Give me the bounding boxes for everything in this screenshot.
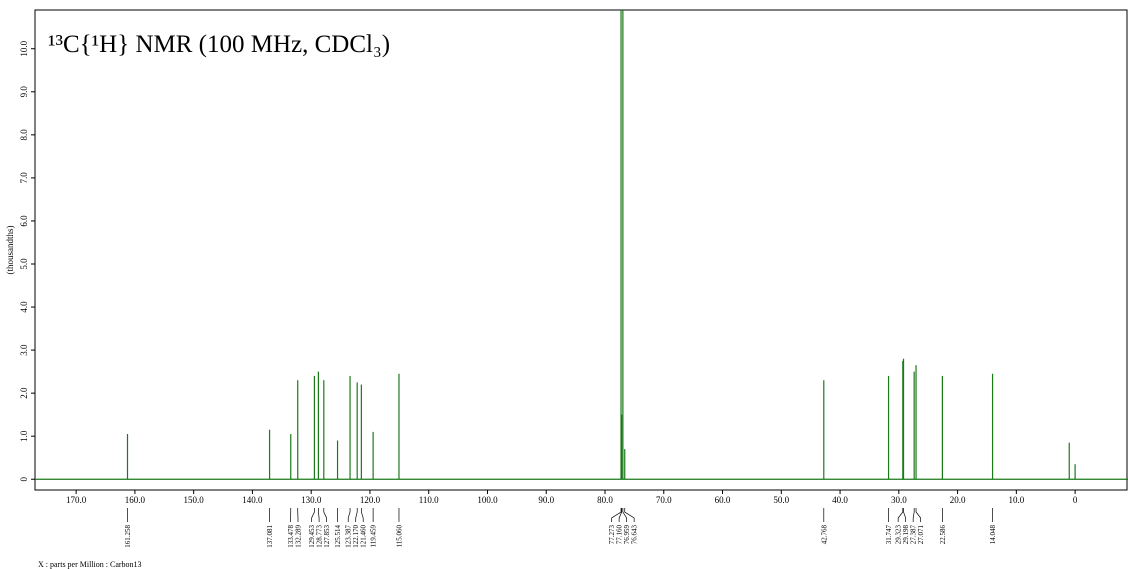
x-tick-label: 140.0 <box>242 495 263 505</box>
x-tick-label: 110.0 <box>419 495 439 505</box>
peak-leader <box>912 508 915 522</box>
x-tick-label: 70.0 <box>656 495 672 505</box>
x-tick-label: 90.0 <box>538 495 554 505</box>
peak-label: 31.747 <box>885 525 893 545</box>
peak-leader <box>622 508 627 522</box>
peak-label: 128.773 <box>316 525 324 548</box>
y-tick-label: 5.0 <box>19 258 29 270</box>
x-tick-label: 120.0 <box>360 495 381 505</box>
y-tick-label: 6.0 <box>19 215 29 227</box>
peak-label: 132.289 <box>294 525 302 548</box>
y-tick-label: 7.0 <box>19 172 29 184</box>
peak-leader <box>897 508 904 522</box>
peak-leader <box>624 508 635 522</box>
x-tick-label: 50.0 <box>773 495 789 505</box>
peak-label: 125.514 <box>334 525 342 548</box>
peak-label: 29.198 <box>902 525 910 545</box>
y-tick-label: 10.0 <box>19 40 29 56</box>
peak-label: 121.460 <box>360 525 368 548</box>
x-tick-label: 130.0 <box>301 495 322 505</box>
peak-label: 122.170 <box>352 525 360 548</box>
y-tick-label: 9.0 <box>19 86 29 98</box>
peak-label: 22.586 <box>939 525 947 545</box>
peak-leader <box>318 508 320 522</box>
peak-label: 127.853 <box>323 525 331 548</box>
peak-leader <box>915 508 922 522</box>
x-tick-label: 80.0 <box>597 495 613 505</box>
y-tick-label: 8.0 <box>19 129 29 141</box>
x-tick-label: 150.0 <box>184 495 205 505</box>
x-tick-label: 10.0 <box>1008 495 1024 505</box>
peak-leader <box>311 508 315 522</box>
y-axis-label: (thousandths) <box>5 226 15 275</box>
peak-leader <box>618 508 623 522</box>
peak-leader <box>323 508 327 522</box>
peak-label: 27.387 <box>910 525 918 545</box>
chart-title: ¹³C{¹H} NMR (100 MHz, CDCl₃) <box>48 31 390 58</box>
peak-label: 115.060 <box>395 525 403 548</box>
y-tick-label: 0 <box>19 476 29 481</box>
x-tick-label: 20.0 <box>950 495 966 505</box>
x-tick-label: 0 <box>1073 495 1078 505</box>
peak-label: 42.768 <box>820 525 828 545</box>
peak-label: 161.258 <box>124 525 132 548</box>
x-tick-label: 100.0 <box>477 495 498 505</box>
peak-label: 14.048 <box>989 525 997 545</box>
peak-label: 137.081 <box>266 525 274 548</box>
peak-label: 123.387 <box>345 525 353 548</box>
x-axis-label: X : parts per Million : Carbon13 <box>38 560 142 569</box>
peak-leader <box>347 508 351 522</box>
peak-label: 129.453 <box>308 525 316 548</box>
y-tick-label: 4.0 <box>19 301 29 313</box>
plot-area <box>35 10 1128 480</box>
x-tick-label: 170.0 <box>66 495 87 505</box>
y-tick-label: 1.0 <box>19 430 29 442</box>
peak-label: 133.478 <box>287 525 295 548</box>
peak-label: 119.459 <box>370 525 378 548</box>
peak-leader <box>903 508 907 522</box>
peak-leader <box>361 508 364 522</box>
peak-leader <box>355 508 358 522</box>
x-tick-label: 160.0 <box>125 495 146 505</box>
peak-label: 29.323 <box>895 525 903 545</box>
y-tick-label: 2.0 <box>19 387 29 399</box>
peak-label: 76.643 <box>631 525 639 545</box>
x-tick-label: 40.0 <box>832 495 848 505</box>
peak-leader <box>611 508 622 522</box>
y-tick-label: 3.0 <box>19 344 29 356</box>
peak-label: 77.160 <box>616 525 624 545</box>
plot-frame <box>34 9 1128 491</box>
peak-label: 76.959 <box>623 525 631 545</box>
x-tick-label: 30.0 <box>891 495 907 505</box>
peak-label: 77.273 <box>608 525 616 545</box>
peak-label: 27.071 <box>917 525 925 545</box>
x-tick-label: 60.0 <box>715 495 731 505</box>
